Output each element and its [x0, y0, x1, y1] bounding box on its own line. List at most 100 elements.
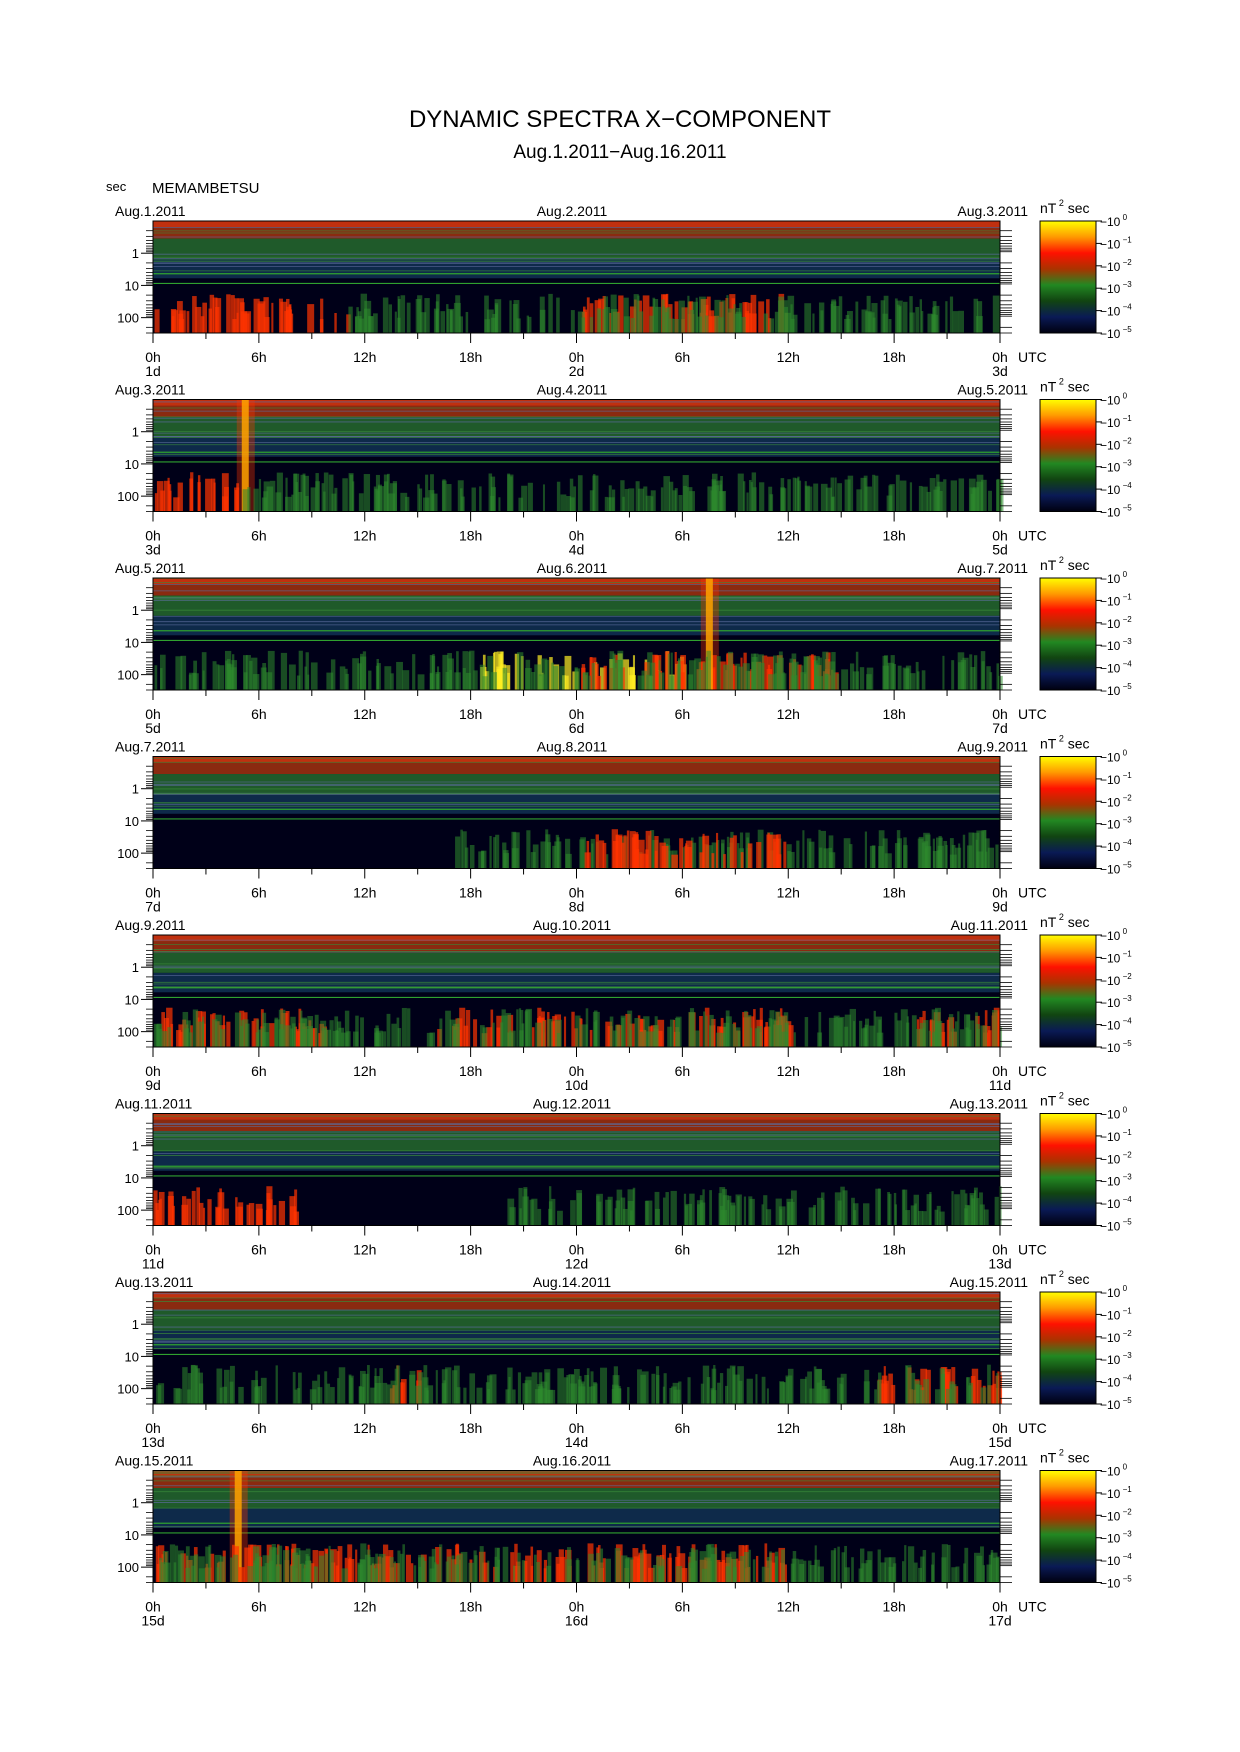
activity-mark — [243, 655, 248, 690]
activity-mark — [362, 651, 367, 690]
activity-mark — [266, 1193, 271, 1226]
activity-mark — [682, 475, 689, 512]
activity-mark — [669, 1019, 675, 1047]
activity-mark — [630, 1210, 633, 1226]
activity-mark — [687, 295, 690, 333]
activity-mark — [294, 1189, 298, 1226]
activity-mark — [809, 1565, 816, 1583]
x-tick-label: 0h — [145, 885, 161, 901]
day-label: 15d — [988, 1434, 1011, 1450]
activity-mark — [934, 1209, 939, 1226]
activity-mark — [223, 1369, 230, 1404]
colorbar-tick-label: −10 −3 — [1100, 459, 1132, 475]
activity-mark — [240, 1025, 243, 1047]
activity-mark — [278, 1009, 286, 1047]
activity-mark — [240, 311, 247, 333]
activity-mark — [382, 1382, 388, 1404]
activity-mark — [699, 1551, 707, 1583]
activity-mark — [571, 1011, 575, 1047]
activity-mark — [808, 1207, 816, 1226]
activity-mark — [686, 487, 693, 512]
activity-mark — [680, 1568, 688, 1583]
activity-mark — [551, 662, 554, 690]
activity-mark — [800, 665, 804, 690]
activity-mark — [337, 1378, 340, 1404]
activity-mark — [435, 1370, 438, 1404]
activity-mark — [576, 1558, 579, 1583]
activity-mark — [980, 651, 986, 690]
activity-mark — [748, 1549, 751, 1583]
activity-mark — [888, 1566, 895, 1583]
activity-mark — [639, 311, 644, 333]
activity-mark — [418, 1372, 424, 1404]
activity-mark — [284, 1025, 291, 1047]
colorbar-tick-label: −10 −4 — [1100, 1195, 1132, 1211]
activity-mark — [971, 1368, 979, 1404]
day-label: 3d — [992, 363, 1008, 379]
activity-mark — [196, 1368, 200, 1404]
colorbar-unit: nT 2 sec — [1040, 377, 1090, 395]
activity-mark — [909, 296, 913, 333]
activity-mark — [285, 496, 292, 512]
activity-mark — [931, 1552, 935, 1583]
activity-mark — [599, 667, 606, 690]
activity-mark — [193, 1554, 199, 1583]
activity-mark — [523, 1187, 528, 1226]
activity-mark — [737, 1031, 741, 1047]
activity-mark — [431, 493, 438, 512]
activity-mark — [492, 1022, 495, 1047]
activity-mark — [487, 1560, 490, 1583]
activity-mark — [189, 1032, 193, 1047]
activity-mark — [649, 315, 654, 333]
spike-halo — [700, 578, 719, 690]
activity-mark — [744, 302, 749, 333]
activity-mark — [970, 667, 976, 690]
activity-mark — [951, 1567, 957, 1583]
activity-mark — [525, 1376, 532, 1404]
x-tick-label: 12h — [777, 528, 800, 544]
x-unit-label: UTC — [1018, 349, 1047, 365]
activity-mark — [379, 1368, 383, 1404]
colorbar-tick-label: −10 −4 — [1100, 481, 1132, 497]
activity-mark — [202, 1023, 206, 1047]
activity-mark — [705, 1015, 708, 1047]
activity-mark — [788, 1201, 795, 1226]
activity-mark — [417, 674, 425, 690]
activity-mark — [676, 1546, 681, 1583]
activity-mark — [263, 297, 269, 333]
activity-mark — [614, 662, 618, 690]
day-label: 11d — [142, 1256, 164, 1272]
activity-mark — [336, 1021, 342, 1047]
activity-mark — [402, 670, 410, 690]
activity-mark — [717, 1382, 721, 1404]
activity-mark — [645, 495, 652, 512]
mid-frequency-band — [153, 1309, 1000, 1330]
activity-mark — [231, 660, 237, 690]
activity-mark — [783, 1382, 786, 1404]
activity-mark — [765, 1022, 768, 1047]
x-tick-label: 0h — [569, 349, 585, 365]
activity-mark — [255, 1370, 258, 1404]
activity-mark — [364, 300, 372, 333]
activity-mark — [614, 1208, 618, 1226]
colorbar-tick-label: −10 −1 — [1100, 771, 1132, 787]
panel-right-date: Aug.7.2011 — [957, 560, 1028, 576]
activity-mark — [215, 1014, 222, 1047]
activity-mark — [700, 1202, 706, 1226]
colorbar-tick-label: −10 −1 — [1100, 1306, 1132, 1322]
activity-mark — [678, 494, 683, 512]
activity-mark — [263, 491, 268, 512]
x-tick-label: 6h — [675, 885, 691, 901]
activity-mark — [701, 1568, 708, 1583]
activity-mark — [669, 1388, 673, 1404]
activity-mark — [602, 309, 606, 333]
colorbar-tick-label: −10 −5 — [1100, 504, 1132, 520]
x-tick-label: 6h — [251, 885, 267, 901]
activity-mark — [786, 844, 792, 869]
activity-mark — [655, 1366, 660, 1404]
activity-mark — [734, 1027, 741, 1047]
activity-mark — [461, 496, 465, 512]
activity-mark — [931, 314, 936, 333]
activity-mark — [410, 1563, 414, 1583]
activity-mark — [864, 831, 867, 869]
